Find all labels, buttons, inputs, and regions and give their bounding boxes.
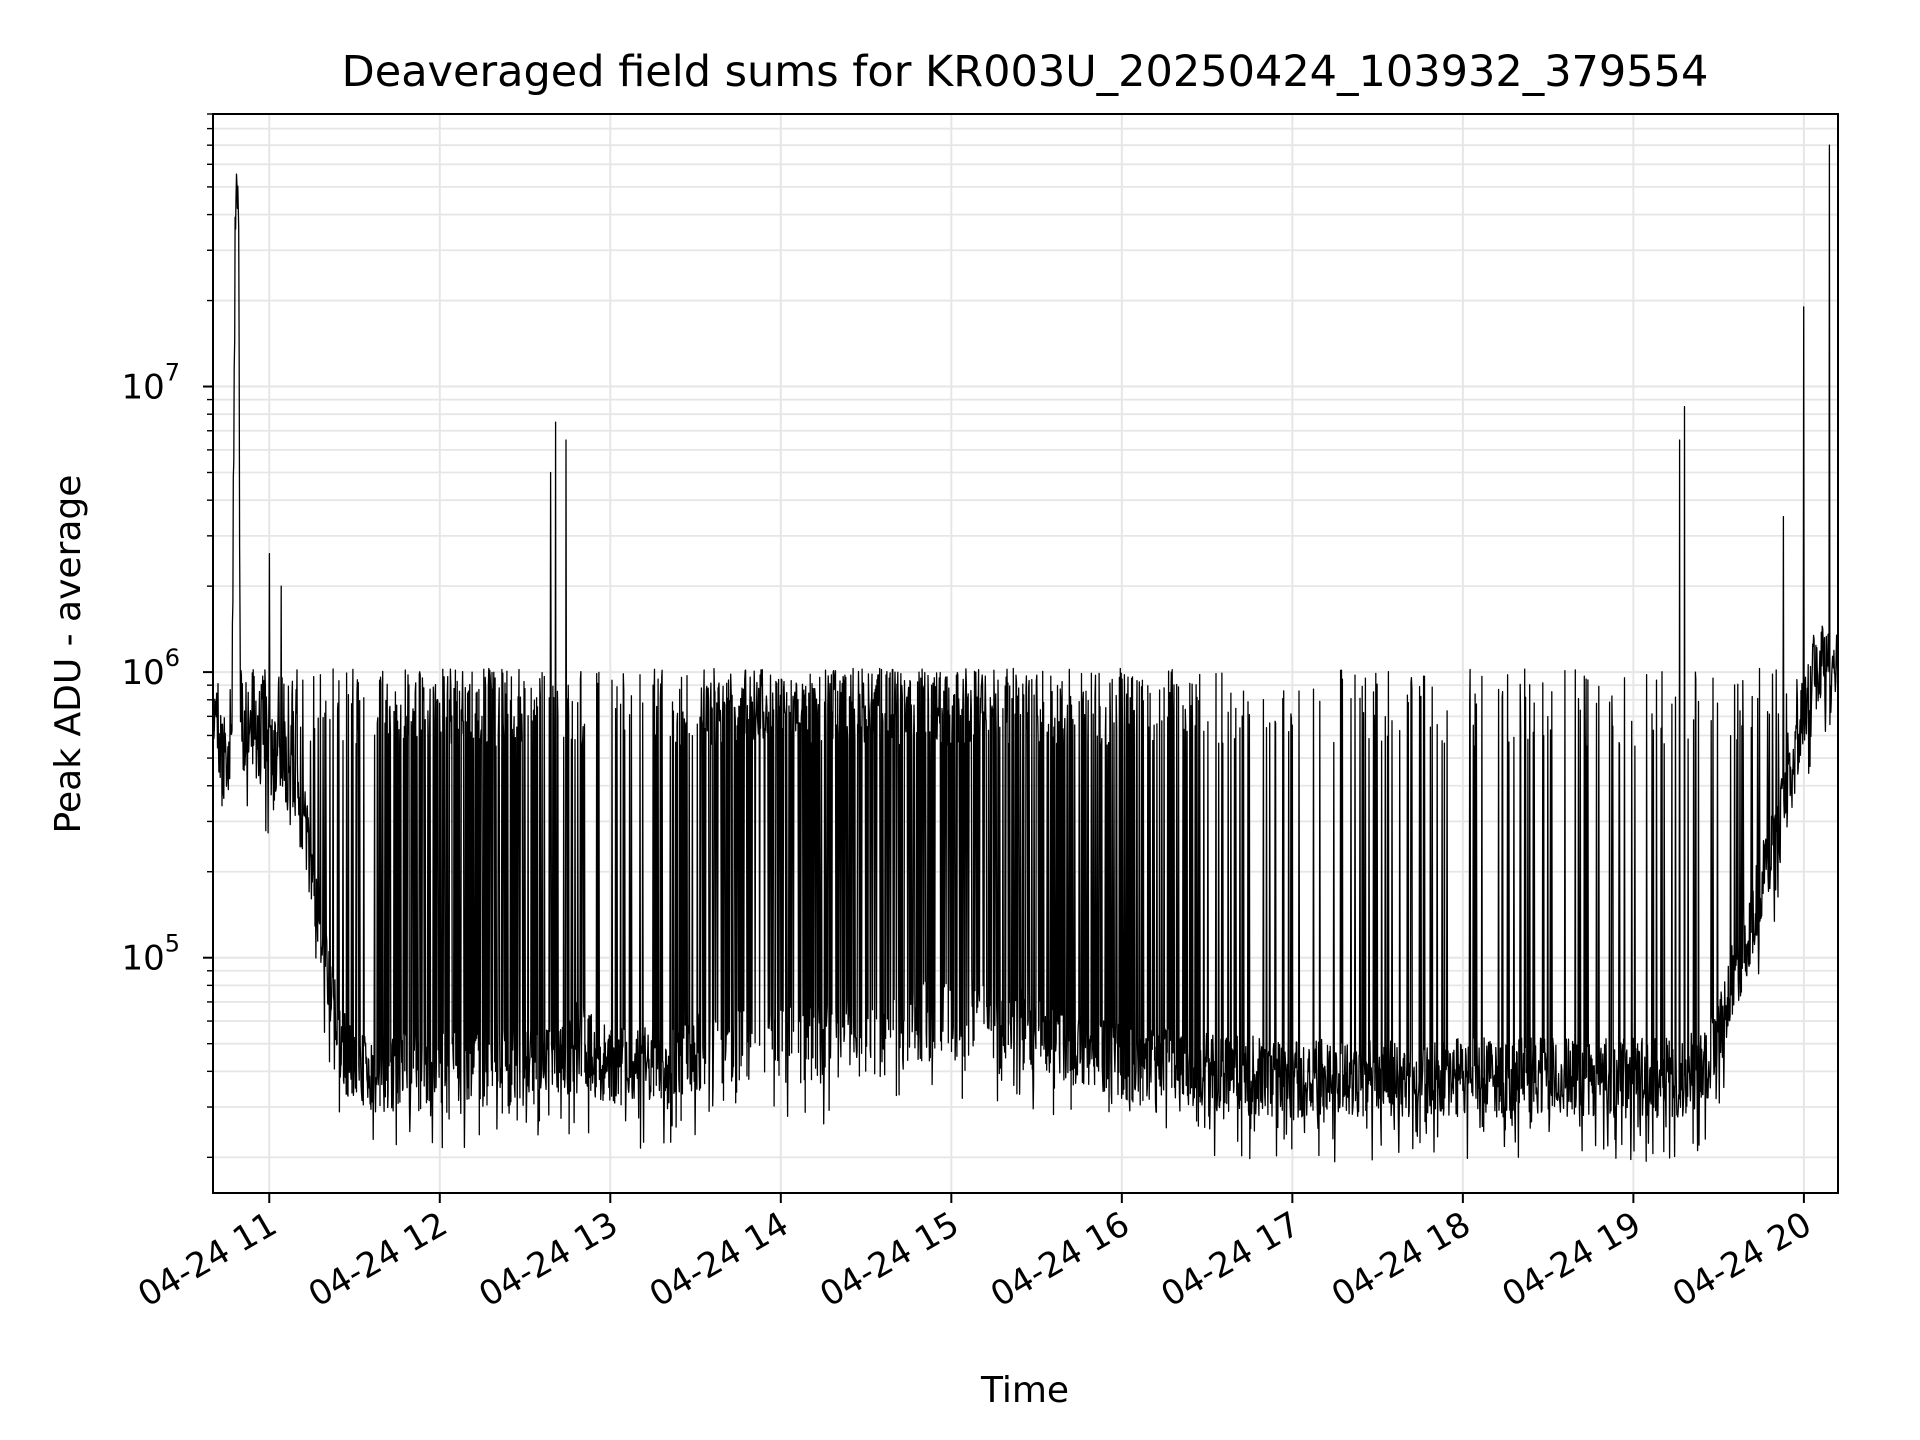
series-line <box>213 144 1838 1163</box>
y-tick-label: 106 <box>121 644 180 693</box>
y-axis-title: Peak ADU - average <box>48 475 89 834</box>
plot-frame <box>212 113 1839 1194</box>
y-tick-label: 107 <box>121 359 180 408</box>
chart-title: Deaveraged field sums for KR003U_2025042… <box>342 47 1709 97</box>
x-axis-title: Time <box>980 1370 1069 1411</box>
y-tick-label: 105 <box>121 930 180 979</box>
y-axis: 105 106 107 <box>121 113 213 1159</box>
